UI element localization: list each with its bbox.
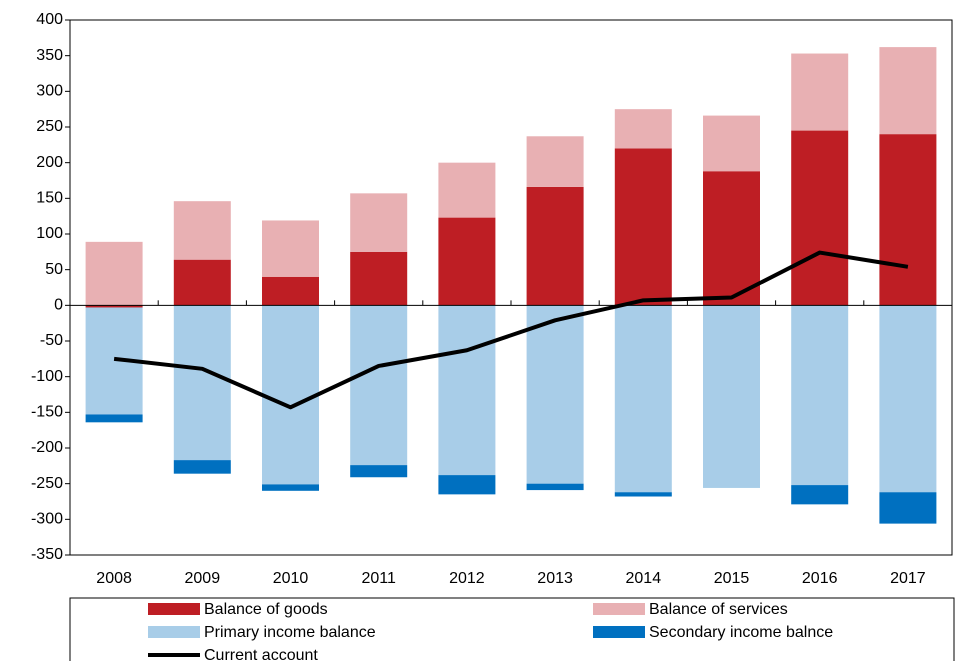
legend-box	[69, 597, 955, 666]
bar	[350, 193, 408, 252]
bar	[703, 171, 760, 306]
legend-swatch	[593, 626, 645, 638]
bar	[703, 305, 760, 488]
bar	[350, 251, 408, 306]
bar	[350, 465, 408, 478]
bar	[438, 162, 496, 218]
legend-label: Secondary income balnce	[649, 624, 833, 641]
y-tick-label: 350	[36, 47, 63, 64]
bar	[173, 201, 231, 260]
legend-label: Balance of services	[649, 601, 788, 618]
y-tick-label: 250	[36, 118, 63, 135]
y-tick-label: -250	[31, 475, 63, 492]
x-tick-label: 2014	[626, 570, 662, 587]
bar	[173, 460, 231, 474]
bar	[791, 130, 849, 306]
bar	[879, 492, 937, 524]
legend-swatch	[148, 603, 200, 615]
x-tick-label: 2009	[185, 570, 221, 587]
x-tick-label: 2016	[802, 570, 838, 587]
bar	[526, 483, 584, 491]
bar	[173, 305, 231, 461]
x-tick-label: 2015	[714, 570, 750, 587]
bar	[85, 414, 143, 423]
bar	[791, 485, 849, 505]
bar	[438, 475, 496, 495]
bar	[879, 134, 937, 306]
y-tick-label: 50	[45, 261, 63, 278]
bar	[879, 47, 937, 135]
bar	[614, 148, 672, 306]
bar	[526, 186, 584, 306]
bar	[350, 305, 408, 466]
x-tick-label: 2008	[96, 570, 132, 587]
bar	[526, 136, 584, 187]
line	[113, 250, 909, 410]
bar	[614, 109, 672, 149]
legend-label: Primary income balance	[204, 624, 376, 641]
legend-label: Balance of goods	[204, 601, 328, 618]
bar	[703, 115, 760, 172]
y-tick-label: 400	[36, 11, 63, 28]
y-tick-label: -100	[31, 368, 63, 385]
y-tick-label: -50	[40, 332, 63, 349]
bar	[262, 484, 319, 491]
x-tick-label: 2012	[449, 570, 485, 587]
y-tick-label: 300	[36, 83, 63, 100]
y-tick-label: -200	[31, 439, 63, 456]
x-tick-label: 2010	[273, 570, 309, 587]
plot-frame	[69, 19, 953, 556]
bar	[791, 53, 849, 131]
y-tick-label: 200	[36, 154, 63, 171]
bar	[85, 241, 143, 306]
bar	[614, 492, 672, 497]
y-tick-label: 100	[36, 225, 63, 242]
bar	[614, 305, 672, 493]
bar	[85, 305, 143, 308]
bar	[438, 305, 496, 476]
bar	[262, 305, 319, 485]
y-tick-label: -150	[31, 404, 63, 421]
bar	[526, 305, 584, 484]
y-tick-label: 0	[54, 297, 63, 314]
bar	[791, 305, 849, 486]
bar	[879, 305, 937, 493]
legend-swatch	[148, 626, 200, 638]
legend-label: Current account	[204, 647, 318, 661]
legend-swatch	[593, 603, 645, 615]
bar	[262, 276, 319, 306]
y-tick-label: 150	[36, 190, 63, 207]
bar	[438, 217, 496, 306]
y-tick-label: -300	[31, 511, 63, 528]
x-tick-label: 2017	[890, 570, 926, 587]
y-tick-label: -350	[31, 546, 63, 563]
x-tick-label: 2013	[537, 570, 573, 587]
x-tick-label: 2011	[361, 570, 396, 587]
bar	[262, 220, 319, 277]
bar	[173, 259, 231, 306]
